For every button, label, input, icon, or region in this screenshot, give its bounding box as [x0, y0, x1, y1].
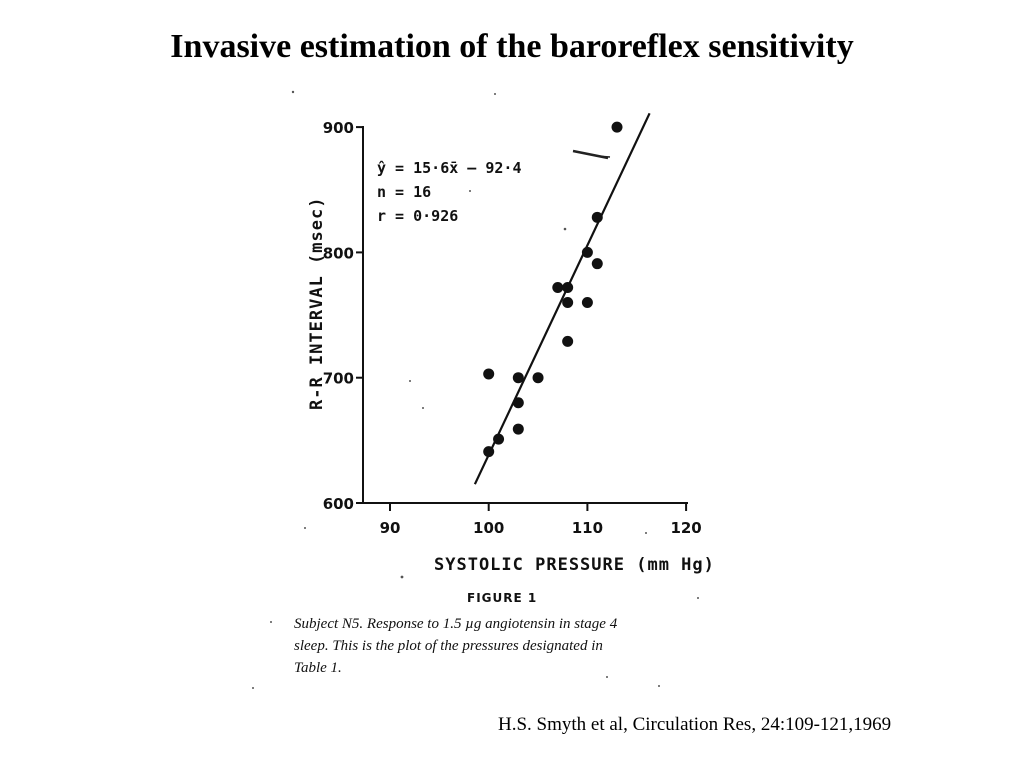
y-axis-title: R-R INTERVAL (msec)	[307, 197, 327, 410]
y-tick-label: 700	[323, 370, 354, 388]
citation: H.S. Smyth et al, Circulation Res, 24:10…	[498, 714, 892, 735]
y-tick-label: 900	[323, 119, 354, 137]
data-point	[562, 335, 574, 347]
caption-line-2: sleep. This is the plot of the pressures…	[294, 638, 603, 654]
data-point	[512, 372, 524, 384]
data-point	[532, 372, 544, 384]
caption-line-1: Subject N5. Response to 1.5 µg angiotens…	[294, 616, 618, 632]
x-tick-label: 110	[572, 519, 603, 537]
data-points	[483, 121, 623, 458]
regression-line	[473, 112, 651, 485]
equation-line-1: ŷ = 15·6x̄ – 92·4	[377, 159, 522, 177]
data-point	[591, 211, 603, 223]
axis-ticks	[356, 126, 688, 511]
x-axis-title: SYSTOLIC PRESSURE (mm Hg)	[434, 555, 715, 575]
data-point	[512, 397, 524, 409]
data-point	[483, 368, 495, 380]
data-point	[552, 281, 564, 293]
scan-noise	[252, 90, 699, 689]
figure-label: FIGURE 1	[467, 591, 537, 605]
slide-title: Invasive estimation of the baroreflex se…	[170, 28, 854, 65]
data-point	[581, 297, 593, 309]
equation-line-2: n = 16	[377, 183, 431, 201]
data-point	[591, 258, 603, 270]
data-point	[581, 246, 593, 258]
x-tick-label: 120	[670, 519, 701, 537]
data-point	[562, 297, 574, 309]
scanned-figure: 90 100 110 120 600 700 800 900 ŷ = 15·6x̄ – 92·…	[252, 90, 715, 689]
x-tick-label: 90	[380, 519, 401, 537]
data-point	[562, 281, 574, 293]
data-point	[483, 446, 495, 458]
caption-line-3: Table 1.	[294, 660, 342, 676]
y-tick-label: 800	[323, 244, 354, 262]
x-tick-label: 100	[473, 519, 504, 537]
axis-tick-labels: 90 100 110 120 600 700 800 900	[323, 119, 702, 537]
data-point	[493, 433, 505, 445]
data-point	[512, 423, 524, 435]
equation-line-3: r = 0·926	[377, 207, 458, 225]
y-tick-label: 600	[323, 495, 354, 513]
data-point	[611, 121, 623, 133]
